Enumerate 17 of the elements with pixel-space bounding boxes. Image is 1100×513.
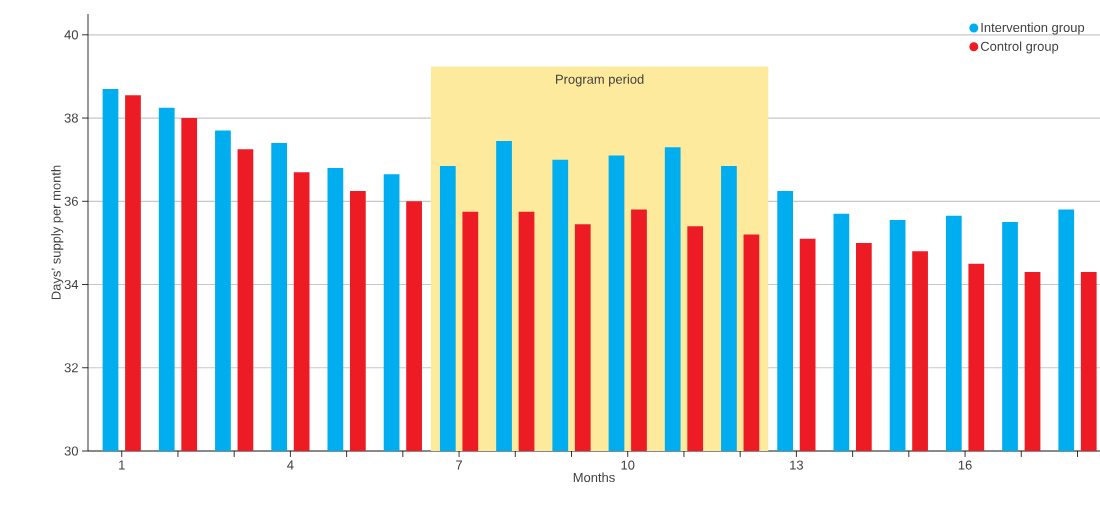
x-tick-label: 13 (790, 460, 804, 470)
x-tick-label: 4 (287, 460, 294, 470)
y-axis-title: Days’ supply per month (51, 165, 64, 300)
x-tick-label: 7 (456, 460, 463, 470)
y-tick-label: 32 (64, 363, 78, 373)
band-label: Program period (556, 74, 644, 87)
legend-label: Control group (980, 41, 1059, 54)
y-tick-label: 36 (64, 196, 78, 206)
y-tick-label: 40 (64, 30, 78, 40)
x-tick-label: 16 (958, 460, 972, 470)
y-tick-label: 30 (64, 446, 78, 456)
legend-label: Intervention group (981, 22, 1085, 35)
x-tick-label: 10 (621, 460, 635, 470)
y-tick-label: 34 (64, 279, 79, 290)
x-axis-title: Months (573, 472, 615, 483)
y-tick-label: 38 (64, 113, 78, 123)
x-tick-label: 1 (119, 460, 125, 470)
